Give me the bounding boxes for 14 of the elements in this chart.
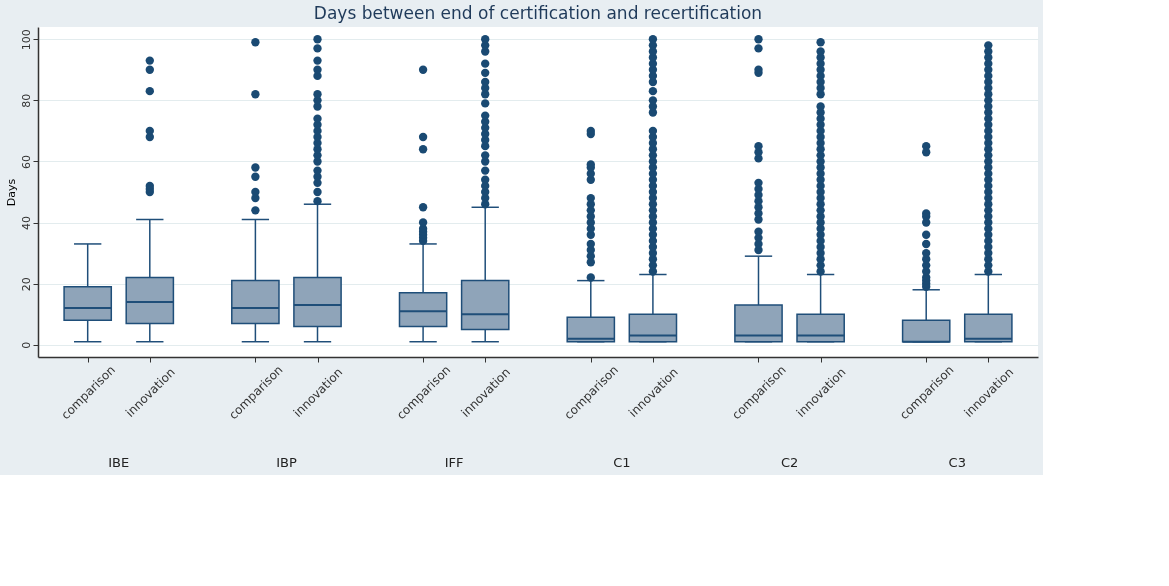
y-tick-label: 100: [19, 29, 33, 51]
y-tick-label: 80: [19, 93, 33, 108]
text: C2: [780, 455, 799, 470]
text: IBE: [108, 455, 130, 470]
text: IFF: [444, 455, 464, 470]
y-tick-label: 40: [19, 216, 33, 231]
chart-title: Days between end of certification and recertification: [313, 3, 763, 23]
y-tick-label: 20: [19, 277, 33, 292]
text: C3: [948, 455, 966, 470]
text: C1: [613, 455, 631, 470]
y-axis-title: Days: [4, 178, 18, 207]
y-tick-label: 0: [19, 341, 33, 349]
text: IBP: [276, 455, 297, 470]
y-tick-label: 60: [19, 154, 33, 169]
